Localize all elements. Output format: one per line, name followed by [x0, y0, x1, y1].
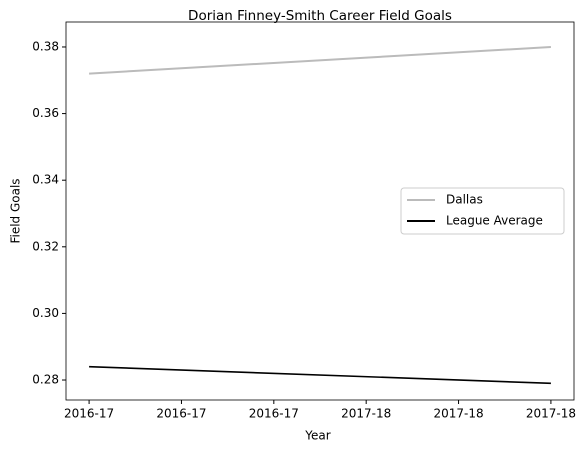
y-tick-label: 0.32 [32, 239, 59, 253]
x-tick-label: 2016-17 [249, 407, 299, 421]
line-series [89, 45, 551, 75]
y-tick-label: 0.36 [32, 106, 59, 120]
legend-box [400, 187, 565, 235]
legend-label: Dallas [446, 193, 483, 207]
legend: Dallas League Average [400, 187, 565, 235]
chart-title: Dorian Finney-Smith Career Field Goals [188, 8, 452, 24]
x-tick-label: 2017-18 [526, 407, 576, 421]
x-tick-label: 2017-18 [433, 407, 483, 421]
x-tick-label: 2016-17 [156, 407, 206, 421]
y-tick-label: 0.30 [32, 306, 59, 320]
x-tick-label: 2017-18 [341, 407, 391, 421]
y-axis-label: Field Goals [9, 178, 23, 243]
x-axis-label: Year [304, 429, 330, 443]
y-tick-label: 0.28 [32, 373, 59, 387]
x-tick-label: 2016-17 [64, 407, 114, 421]
y-tick-label: 0.34 [32, 173, 59, 187]
legend-label: League Average [446, 214, 543, 228]
y-tick-label: 0.38 [32, 39, 59, 53]
plot-frame [65, 21, 575, 401]
line-series [89, 365, 551, 385]
